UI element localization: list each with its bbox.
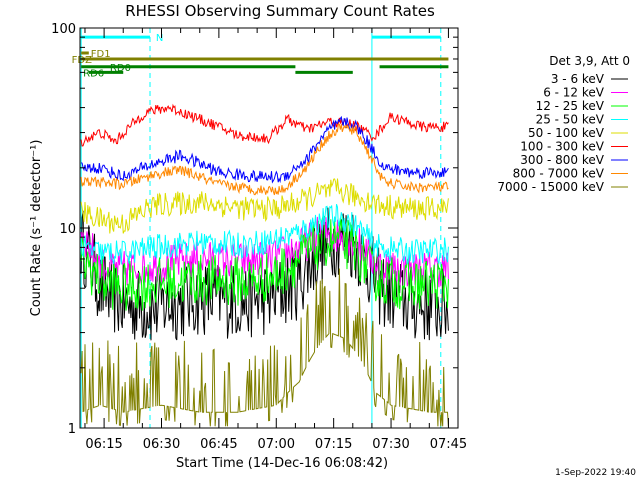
series-800-7000-kev <box>80 122 449 196</box>
series-7000-15000-kev <box>80 268 449 427</box>
legend-label-12-25-kev: 12 - 25 keV <box>536 99 605 113</box>
plot-frame <box>79 27 459 429</box>
x-tick-label: 06:30 <box>143 437 180 452</box>
flag-label-n: N <box>156 33 163 44</box>
y-tick-label: 1 <box>68 422 76 437</box>
legend-label-7000-15000-kev: 7000 - 15000 keV <box>497 180 604 194</box>
series-50-100-kev <box>80 178 449 234</box>
series-300-800-kev <box>80 115 449 184</box>
x-tick-label: 06:45 <box>200 437 237 452</box>
legend-title: Det 3,9, Att 0 <box>549 54 630 68</box>
timestamp: 1-Sep-2022 19:40 <box>555 468 636 478</box>
x-tick-label: 07:30 <box>372 437 409 452</box>
legend-label-6-12-kev: 6 - 12 keV <box>543 86 605 100</box>
flag-label-fdz: FDZ <box>72 55 92 66</box>
flag-label-rd6: RD6 <box>83 68 104 79</box>
x-tick-label: 07:45 <box>430 437 467 452</box>
y-tick-label: 10 <box>59 222 76 237</box>
flag-label-fd1: FD1 <box>91 49 111 60</box>
series-25-50-kev <box>80 204 449 265</box>
legend-label-50-100-kev: 50 - 100 keV <box>528 126 605 140</box>
x-axis-label: Start Time (14-Dec-16 06:08:42) <box>176 456 388 471</box>
legend-label-300-800-kev: 300 - 800 keV <box>520 153 604 167</box>
y-axis-label: Count Rate (s⁻¹ detector⁻¹) <box>29 140 44 317</box>
series-100-300-kev <box>80 103 449 147</box>
flag-label-rd0: RD0 <box>110 63 131 74</box>
legend-label-100-300-kev: 100 - 300 keV <box>520 140 604 154</box>
x-tick-label: 07:15 <box>315 437 352 452</box>
legend-label-3-6-kev: 3 - 6 keV <box>551 72 605 86</box>
legend-label-800-7000-kev: 800 - 7000 keV <box>513 167 605 181</box>
y-tick-label: 100 <box>51 22 76 37</box>
x-tick-label: 07:00 <box>258 437 295 452</box>
series-12-25-kev <box>80 215 449 311</box>
x-tick-label: 06:15 <box>85 437 122 452</box>
legend-label-25-50-kev: 25 - 50 keV <box>536 113 605 127</box>
chart-title: RHESSI Observing Summary Count Rates <box>125 2 435 20</box>
